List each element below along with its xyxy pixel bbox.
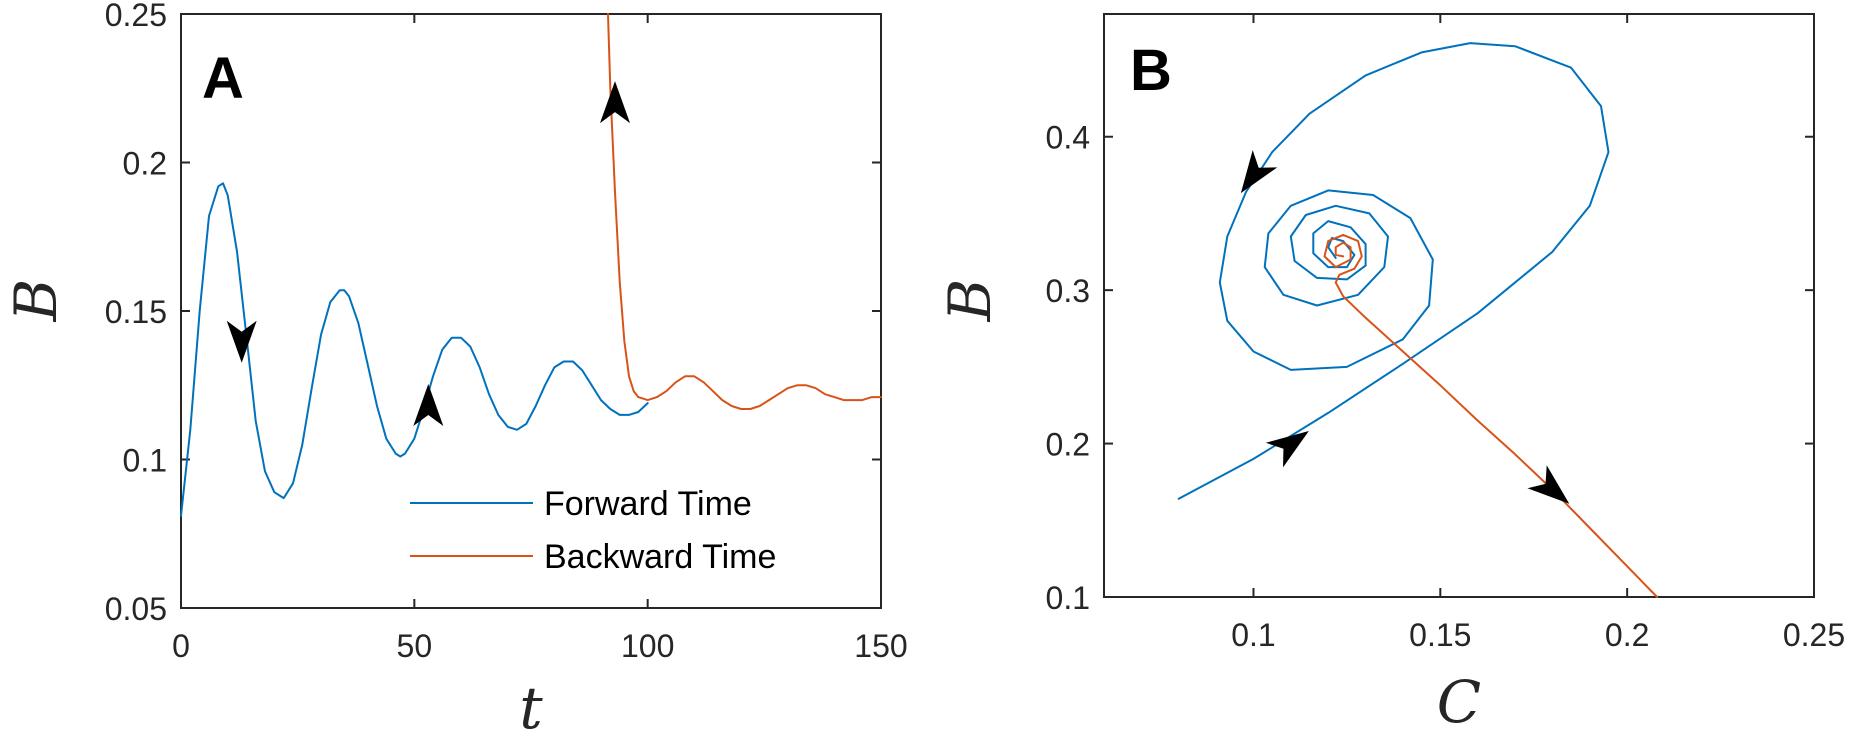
- panel-b-y-tick-label: 0.3: [1046, 273, 1090, 309]
- panel-b-x-tick-label: 0.1: [1231, 617, 1275, 653]
- panel-b: 0.1 0.15 0.2 0.25 0.1 0.2 0.3 0.4 B C B: [936, 13, 1845, 736]
- panel-b-arrows: [1240, 150, 1570, 504]
- panel-a-x-ticks: 0 50 100 150: [172, 14, 908, 664]
- panel-a-y-ticks: 0.05 0.1 0.15 0.2 0.25: [105, 0, 881, 627]
- panel-b-y-tick-label: 0.4: [1046, 120, 1090, 156]
- panel-b-direction-arrow-down-left: [1240, 150, 1278, 194]
- panel-b-y-label: B: [936, 279, 1004, 323]
- panel-a-x-label: t: [519, 674, 543, 738]
- panel-b-axes-box: [1103, 13, 1815, 598]
- panel-a-y-tick-label: 0.2: [123, 146, 167, 182]
- panel-b-series-backward-time: [1323, 233, 1659, 598]
- panel-b-direction-arrow-down-right: [1527, 465, 1570, 504]
- panel-a-x-tick-label: 0: [172, 628, 190, 664]
- panel-a-x-tick-label: 100: [621, 628, 674, 664]
- panel-b-x-ticks: 0.1 0.15 0.2 0.25: [1231, 14, 1845, 653]
- panel-a-label: A: [202, 46, 244, 111]
- panel-b-series-forward-time: [1177, 42, 1610, 500]
- panel-a-legend: Forward Time Backward Time: [410, 485, 776, 576]
- panel-b-lines: [1177, 42, 1659, 598]
- panel-a-lines: [180, 13, 882, 517]
- panel-b-direction-arrow-up-right: [1265, 430, 1309, 468]
- panel-b-x-tick-label: 0.25: [1783, 617, 1845, 653]
- panel-b-x-tick-label: 0.2: [1605, 617, 1649, 653]
- panel-a-y-tick-label: 0.05: [105, 591, 167, 627]
- panel-b-x-tick-label: 0.15: [1409, 617, 1471, 653]
- panel-a-series-forward-time: [180, 182, 649, 517]
- panel-b-y-ticks: 0.1 0.2 0.3 0.4: [1046, 120, 1814, 616]
- panel-a-series-backward-time: [607, 13, 882, 410]
- panel-a-x-tick-label: 150: [854, 628, 907, 664]
- panel-a-y-tick-label: 0.15: [105, 294, 167, 330]
- panel-a-direction-arrow-up: [600, 81, 630, 124]
- panel-a-y-tick-label: 0.25: [105, 0, 167, 33]
- panel-a-axes-box: [180, 13, 882, 609]
- panel-b-y-tick-label: 0.2: [1046, 427, 1090, 463]
- legend-forward-label: Forward Time: [544, 485, 752, 523]
- panel-b-label: B: [1130, 38, 1172, 103]
- panel-a-direction-arrow-down: [226, 320, 257, 363]
- panel-a-y-label: B: [2, 279, 70, 323]
- panel-a: 0 50 100 150 0.05 0.1 0.15 0.2 0.25 A t B Forwa…: [2, 0, 908, 738]
- panel-a-y-tick-label: 0.1: [123, 443, 167, 479]
- legend-backward-label: Backward Time: [544, 538, 776, 576]
- panel-a-direction-arrow-up: [413, 384, 444, 426]
- panel-b-y-tick-label: 0.1: [1046, 580, 1090, 616]
- panel-a-arrows: [226, 81, 630, 426]
- panel-b-x-label: C: [1437, 668, 1481, 736]
- panel-a-x-tick-label: 50: [397, 628, 433, 664]
